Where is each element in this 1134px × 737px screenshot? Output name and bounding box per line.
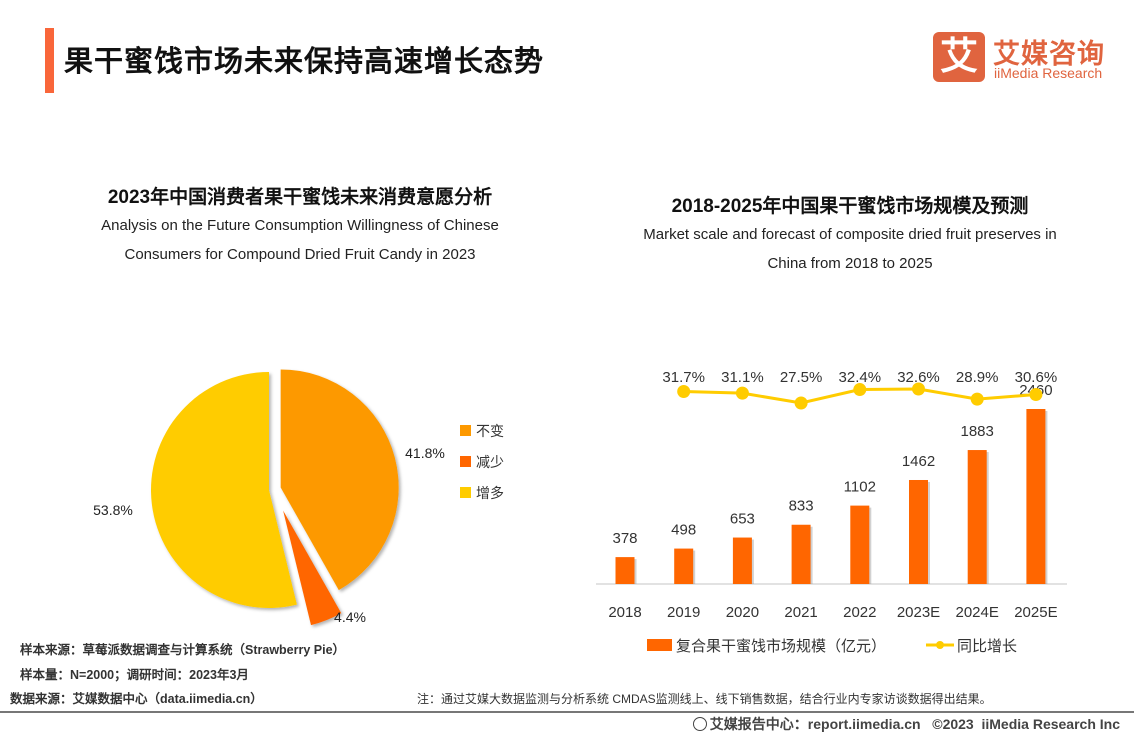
- x-tick-label: 2022: [843, 604, 876, 621]
- bar-chart-title: 2018-2025年中国果干蜜饯市场规模及预测: [671, 196, 1029, 217]
- bar-2023E: [909, 479, 928, 584]
- bar-2025E: [1026, 409, 1046, 584]
- x-tick-label: 2025E: [1014, 604, 1057, 621]
- pie-subtitle-line: Consumers for Compound Dried Fruit Candy…: [124, 246, 476, 263]
- pie-data-label: 53.8%: [93, 502, 133, 518]
- bar-line-chart: 3784986538331102146218832460 20182019202…: [596, 369, 1067, 655]
- growth-point: [677, 384, 691, 398]
- bar-value-label: 653: [730, 511, 755, 528]
- x-tick-label: 2019: [667, 604, 700, 621]
- growth-value-label: 31.7%: [662, 369, 705, 386]
- pie-data-label: 41.8%: [405, 445, 445, 461]
- iimedia-logo: 艾 艾媒咨询 iiMedia Research: [933, 32, 1123, 84]
- pie-chart-subtitle: Analysis on the Future Consumption Willi…: [40, 211, 560, 269]
- logo-en-text: iiMedia Research: [994, 65, 1103, 81]
- legend-swatch: [460, 456, 471, 467]
- bar-2021: [791, 524, 811, 584]
- page-title: 果干蜜饯市场未来保持高速增长态势: [64, 46, 545, 78]
- legend-label: 减少: [476, 454, 504, 470]
- logo-cn-text: 艾媒咨询: [993, 39, 1105, 69]
- legend-bar-label: 复合果干蜜饯市场规模（亿元）: [676, 637, 886, 655]
- growth-point: [970, 392, 984, 406]
- growth-point: [735, 386, 749, 400]
- bar-subtitle-line: Market scale and forecast of composite d…: [643, 226, 1057, 243]
- growth-value-label: 31.1%: [721, 369, 764, 386]
- logo-icon: 艾: [933, 32, 985, 82]
- globe-icon: [692, 717, 707, 731]
- bar-value-label: 1102: [844, 479, 876, 496]
- bar-value-label: 1883: [961, 423, 994, 440]
- footnote: 注：通过艾媒大数据监测与分析系统 CMDAS监测线上、线下销售数据，结合行业内专…: [417, 692, 992, 706]
- legend-bar-swatch: [647, 639, 672, 651]
- growth-value-label: 27.5%: [780, 369, 823, 386]
- growth-value-label: 30.6%: [1015, 369, 1058, 386]
- data-source-note: 数据来源：艾媒数据中心（data.iimedia.cn）: [10, 692, 263, 706]
- bar-value-label: 378: [612, 530, 637, 547]
- pie-slice-0: [280, 369, 399, 591]
- bar-value-label: 1462: [902, 453, 935, 470]
- x-tick-label: 2023E: [897, 604, 940, 621]
- bar-value-label: 833: [789, 498, 814, 515]
- bar-2020: [732, 537, 752, 584]
- x-tick-label: 2024E: [956, 604, 999, 621]
- growth-point: [853, 383, 867, 397]
- growth-value-label: 32.4%: [839, 369, 882, 386]
- growth-point: [912, 382, 925, 396]
- footer-divider: [0, 711, 1134, 713]
- legend-swatch: [460, 425, 471, 436]
- bar-2018: [615, 557, 635, 584]
- legend-label: 增多: [476, 485, 504, 501]
- x-tick-label: 2021: [784, 604, 817, 621]
- legend-swatch: [460, 487, 471, 498]
- bar-value-label: 498: [671, 522, 696, 539]
- pie-slice-1: [283, 510, 342, 626]
- growth-value-label: 32.6%: [897, 369, 940, 386]
- growth-point: [1029, 387, 1043, 401]
- pie-chart-title: 2023年中国消费者果干蜜饯未来消费意愿分析: [107, 187, 493, 208]
- legend-label: 不变: [476, 423, 504, 439]
- pie-slice-2: [151, 372, 297, 608]
- sample-size-note: 样本量：N=2000；调研时间：2023年3月: [20, 668, 249, 682]
- footer-text: 艾媒报告中心：report.iimedia.cn ©2023 iiMedia R…: [709, 716, 1120, 732]
- pie-subtitle-line: Analysis on the Future Consumption Willi…: [101, 217, 499, 234]
- bar-chart-subtitle: Market scale and forecast of composite d…: [590, 220, 1110, 278]
- bar-2022: [850, 505, 870, 584]
- x-tick-label: 2018: [608, 604, 641, 621]
- title-accent-bar: [45, 28, 54, 93]
- bar-subtitle-line: China from 2018 to 2025: [767, 255, 933, 272]
- sample-source-note: 样本来源：草莓派数据调查与计算系统（Strawberry Pie）: [20, 643, 346, 657]
- growth-point: [794, 396, 808, 410]
- bar-2024E: [967, 450, 987, 584]
- pie-data-label: 4.4%: [334, 609, 366, 625]
- x-tick-label: 2020: [726, 604, 759, 621]
- bar-2019: [674, 548, 694, 584]
- growth-value-label: 28.9%: [956, 369, 999, 386]
- legend-line-marker: [936, 641, 944, 649]
- legend-line-label: 同比增长: [957, 638, 1017, 655]
- footer: 艾媒报告中心：report.iimedia.cn ©2023 iiMedia R…: [692, 714, 1120, 734]
